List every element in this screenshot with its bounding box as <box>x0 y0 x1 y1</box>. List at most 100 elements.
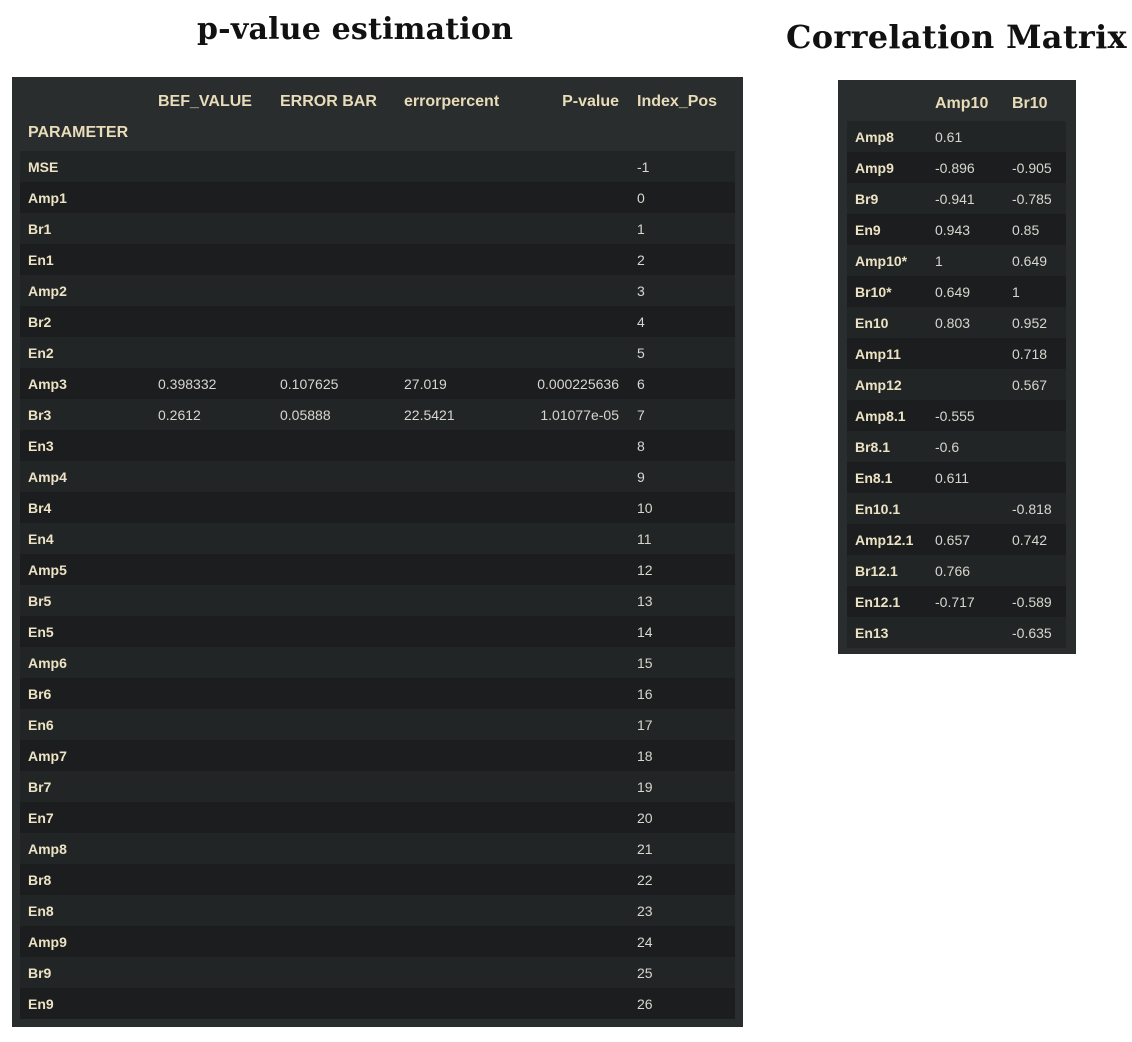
row-label: Amp11 <box>855 345 901 362</box>
table-cell: 4 <box>637 313 645 330</box>
column-header-error-bar[interactable]: ERROR BAR <box>272 81 396 118</box>
table-cell: 0.657 <box>935 531 971 548</box>
table-cell: 0.649 <box>1012 252 1048 269</box>
table-cell: 0.05888 <box>280 406 331 423</box>
correlation-table: Amp10 Br10 Amp8 0.61 Amp9 -0.896 -0.905 Br9 -0… <box>847 86 1066 648</box>
table-cell <box>150 864 272 895</box>
table-cell <box>272 988 396 1019</box>
table-cell: 0 <box>637 189 645 206</box>
table-cell: -1 <box>637 158 650 175</box>
table-cell <box>396 461 508 492</box>
table-cell <box>150 616 272 647</box>
table-cell <box>150 957 272 988</box>
table-cell: 13 <box>637 592 653 609</box>
table-row: En10 0.803 0.952 <box>847 307 1066 338</box>
table-row: Br10* 0.649 1 <box>847 276 1066 307</box>
table-cell <box>272 895 396 926</box>
row-label: Amp6 <box>28 654 67 671</box>
table-cell <box>272 306 396 337</box>
column-header-p-value[interactable]: P-value <box>508 81 629 118</box>
row-label: En8 <box>28 902 54 919</box>
table-cell: 0.766 <box>935 562 971 579</box>
table-row: En10.1 -0.818 <box>847 493 1066 524</box>
table-row: En12.1 -0.717 -0.589 <box>847 586 1066 617</box>
column-header-errorpercent[interactable]: errorpercent <box>396 81 508 118</box>
table-cell <box>272 709 396 740</box>
table-cell <box>508 213 629 244</box>
table-cell <box>272 802 396 833</box>
table-cell: 12 <box>637 561 653 578</box>
column-header-br10[interactable]: Br10 <box>1004 86 1066 121</box>
table-cell: 0.000225636 <box>537 375 619 392</box>
table-cell <box>508 585 629 616</box>
table-cell <box>150 926 272 957</box>
pvalue-table-panel: BEF_VALUE ERROR BAR errorpercent P-value… <box>12 77 743 1027</box>
table-cell <box>927 338 1004 369</box>
table-cell <box>150 554 272 585</box>
pvalue-header-blank <box>20 81 150 118</box>
table-cell <box>1004 121 1066 152</box>
table-cell: -0.905 <box>1012 159 1052 176</box>
table-cell <box>508 864 629 895</box>
row-label: MSE <box>28 158 59 175</box>
table-cell <box>396 213 508 244</box>
table-cell <box>272 833 396 864</box>
row-label: En9 <box>28 995 54 1012</box>
table-cell <box>272 926 396 957</box>
table-cell <box>396 833 508 864</box>
table-row: Amp6 15 <box>20 647 735 678</box>
table-row: Amp8 0.61 <box>847 121 1066 152</box>
table-cell <box>150 740 272 771</box>
row-label: En1 <box>28 251 54 268</box>
table-row: Amp9 24 <box>20 926 735 957</box>
table-cell <box>396 864 508 895</box>
row-label: Amp7 <box>28 747 67 764</box>
table-cell <box>272 337 396 368</box>
table-row: En6 17 <box>20 709 735 740</box>
table-cell <box>508 647 629 678</box>
row-label: Amp5 <box>28 561 67 578</box>
table-cell: 0.107625 <box>280 375 339 392</box>
table-cell <box>272 740 396 771</box>
table-cell <box>508 182 629 213</box>
table-cell <box>150 244 272 275</box>
column-header-index-pos[interactable]: Index_Pos <box>629 81 735 118</box>
pvalue-column-header-row: BEF_VALUE ERROR BAR errorpercent P-value… <box>20 81 735 118</box>
table-cell <box>1004 431 1066 462</box>
table-cell: 7 <box>637 406 645 423</box>
table-cell: -0.717 <box>935 593 975 610</box>
row-label: En4 <box>28 530 54 547</box>
table-cell <box>396 430 508 461</box>
table-cell <box>508 461 629 492</box>
table-cell <box>396 740 508 771</box>
table-cell <box>150 895 272 926</box>
row-label: En13 <box>855 624 889 641</box>
table-cell <box>396 771 508 802</box>
row-label: En2 <box>28 344 54 361</box>
row-label: Br8 <box>28 871 52 888</box>
table-cell <box>150 182 272 213</box>
table-cell <box>272 616 396 647</box>
row-label: Amp12 <box>855 376 902 393</box>
table-cell <box>396 182 508 213</box>
table-cell: 3 <box>637 282 645 299</box>
table-cell <box>396 802 508 833</box>
column-header-amp10[interactable]: Amp10 <box>927 86 1004 121</box>
table-cell <box>272 275 396 306</box>
table-cell <box>396 523 508 554</box>
table-row: En8 23 <box>20 895 735 926</box>
table-cell <box>396 306 508 337</box>
table-cell: 0.803 <box>935 314 971 331</box>
column-header-bef-value[interactable]: BEF_VALUE <box>150 81 272 118</box>
row-label: Br10* <box>855 283 892 300</box>
row-label: En6 <box>28 716 54 733</box>
row-label: Amp12.1 <box>855 531 914 548</box>
table-cell <box>508 492 629 523</box>
row-label: Br4 <box>28 499 52 516</box>
table-cell <box>1004 462 1066 493</box>
row-label: Br3 <box>28 406 52 423</box>
table-row: Amp9 -0.896 -0.905 <box>847 152 1066 183</box>
table-row: Amp12 0.567 <box>847 369 1066 400</box>
table-cell: 22 <box>637 871 653 888</box>
table-cell <box>272 771 396 802</box>
